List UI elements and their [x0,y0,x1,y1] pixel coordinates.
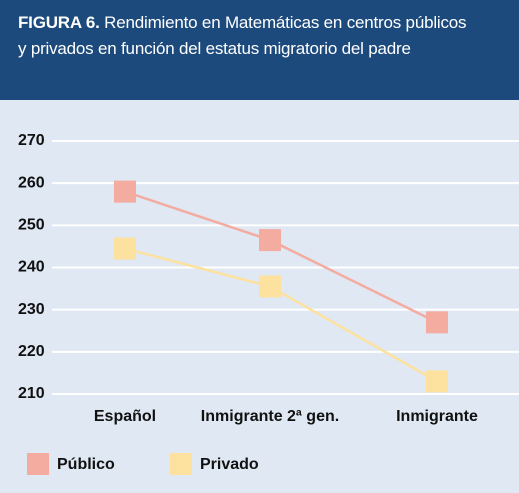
figure-label: FIGURA 6. [18,13,100,32]
legend-label: Privado [200,456,259,473]
y-tick-label: 260 [18,174,45,191]
marker [114,237,136,260]
y-tick-label: 270 [18,132,45,149]
y-tick-label: 210 [18,385,45,402]
y-tick-label: 220 [18,343,45,360]
marker [259,275,281,298]
chart-title: Rendimiento en Matemáticas en centros pú… [18,13,467,58]
x-tick-label: Español [94,408,156,425]
y-tick-label: 240 [18,259,45,276]
x-tick-label: Inmigrante 2ª gen. [201,408,339,425]
marker [114,180,136,203]
header: FIGURA 6. Rendimiento en Matemáticas en … [0,0,519,100]
series-line [124,190,438,324]
x-tick-label: Inmigrante [396,408,478,425]
legend-label: Público [57,456,115,473]
y-tick-label: 230 [18,301,45,318]
legend-swatch [27,453,49,475]
marker [426,311,448,334]
y-tick-label: 250 [18,217,45,234]
marker [426,370,448,393]
marker [259,229,281,252]
legend-swatch [170,453,192,475]
